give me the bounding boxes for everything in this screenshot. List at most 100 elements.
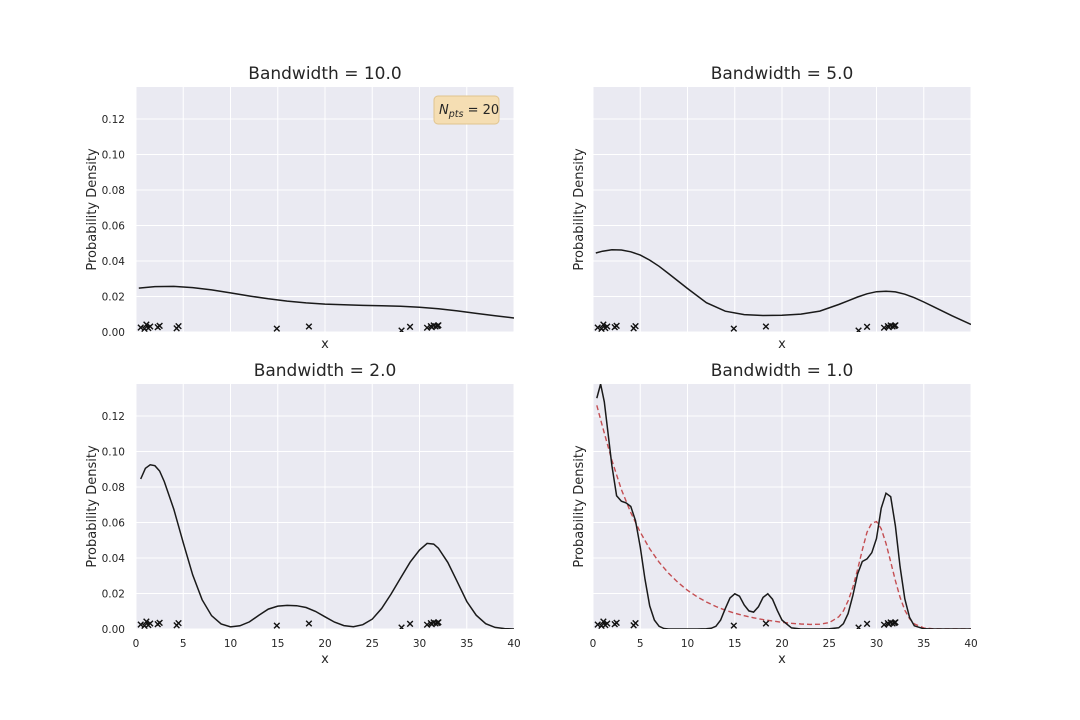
y-tick-label: 0.04 <box>102 553 126 565</box>
sample-marker <box>146 323 154 330</box>
sample-marker <box>435 618 442 626</box>
x-tick-label: 30 <box>870 638 883 650</box>
x-tick-label: 35 <box>917 638 930 650</box>
sample-marker <box>143 321 150 328</box>
sample-marker <box>855 327 862 332</box>
sample-marker <box>600 321 607 328</box>
x-tick-label: 20 <box>318 638 331 650</box>
x-axis-label: x <box>321 337 329 352</box>
kde-line <box>138 285 514 319</box>
sample-marker <box>892 618 899 626</box>
sample-marker <box>143 618 150 625</box>
y-tick-label: 0.10 <box>102 446 125 458</box>
y-axis-label: Probability Density <box>572 148 587 271</box>
kde-line <box>596 384 971 629</box>
y-tick-label: 0.00 <box>102 327 125 339</box>
x-axis-label: x <box>778 652 786 667</box>
y-tick-label: 0.06 <box>102 517 126 529</box>
sample-marker <box>762 620 770 627</box>
x-tick-label: 25 <box>366 638 379 650</box>
x-tick-label: 25 <box>823 638 836 650</box>
kde-line <box>140 464 514 629</box>
y-tick-label: 0.10 <box>102 149 125 161</box>
sample-marker <box>762 323 770 330</box>
sample-marker <box>398 624 405 629</box>
y-tick-label: 0.02 <box>102 291 125 303</box>
y-tick-label: 0.06 <box>102 220 126 232</box>
y-axis-label: Probability Density <box>85 148 100 271</box>
y-axis-label: Probability Density <box>572 445 587 568</box>
sample-marker <box>730 325 738 332</box>
subplot-title: Bandwidth = 5.0 <box>711 64 854 84</box>
x-tick-label: 15 <box>271 638 284 650</box>
sample-marker <box>435 321 442 329</box>
x-tick-label: 20 <box>775 638 788 650</box>
sample-marker <box>398 327 405 332</box>
x-tick-label: 30 <box>413 638 426 650</box>
sample-marker <box>273 622 281 629</box>
x-tick-label: 0 <box>590 638 597 650</box>
subplot-title: Bandwidth = 2.0 <box>254 361 397 381</box>
y-axis-label: Probability Density <box>85 445 100 568</box>
sample-marker <box>137 324 145 331</box>
sample-marker <box>632 619 639 627</box>
sample-marker <box>863 620 871 628</box>
y-tick-label: 0.08 <box>102 482 125 494</box>
annotation-text: Npts = 20 <box>439 103 499 120</box>
x-tick-label: 40 <box>964 638 977 650</box>
sample-marker <box>156 619 163 627</box>
sample-markers <box>594 321 899 332</box>
sample-marker <box>594 621 602 628</box>
sample-marker <box>305 323 313 330</box>
grid <box>592 87 972 333</box>
x-tick-label: 35 <box>460 638 473 650</box>
grid <box>135 384 515 630</box>
sample-marker <box>594 324 602 331</box>
x-tick-label: 0 <box>133 638 140 650</box>
sample-count-annotation: Npts = 20 <box>433 95 500 125</box>
sample-marker <box>730 622 738 629</box>
subplot-1: 0.00 0.02 0.04 0.06 0.08 0.10 0.12 Bandwidth = … <box>85 64 515 352</box>
x-tick-label: 5 <box>637 638 644 650</box>
y-tick-label: 0.12 <box>102 114 125 126</box>
y-tick-label: 0.08 <box>102 185 125 197</box>
sample-marker <box>156 322 163 330</box>
x-axis-label: x <box>321 652 329 667</box>
sample-marker <box>305 620 313 627</box>
sample-marker <box>175 619 182 627</box>
sample-marker <box>273 325 281 332</box>
x-tick-label: 10 <box>681 638 694 650</box>
sample-marker <box>892 321 899 329</box>
sample-markers <box>137 618 442 629</box>
sample-marker <box>855 624 862 629</box>
grid <box>135 87 515 333</box>
subplot-title: Bandwidth = 1.0 <box>711 361 854 381</box>
subplot-3: 0.00 0.02 0.04 0.06 0.08 0.10 0.12 0 5 10 15 20 25 30… <box>85 361 521 667</box>
y-tick-label: 0.00 <box>102 624 125 636</box>
y-tick-label: 0.02 <box>102 588 125 600</box>
x-tick-label: 5 <box>180 638 187 650</box>
subplot-2: Bandwidth = 5.0 x Probability Density <box>572 64 972 352</box>
sample-marker <box>613 322 620 330</box>
sample-markers <box>594 618 899 629</box>
subplot-title: Bandwidth = 10.0 <box>248 64 401 84</box>
sample-marker <box>146 620 154 627</box>
sample-marker <box>863 323 871 331</box>
kde-line <box>595 249 971 326</box>
x-tick-label: 40 <box>507 638 520 650</box>
sample-marker <box>137 621 145 628</box>
subplot-4: 0 5 10 15 20 25 30 35 40 Bandwidth = 1.0 x Probabil… <box>572 361 978 667</box>
sample-marker <box>603 620 611 627</box>
sample-marker <box>632 322 639 330</box>
sample-marker <box>603 323 611 330</box>
x-axis-label: x <box>778 337 786 352</box>
y-tick-label: 0.12 <box>102 411 125 423</box>
x-tick-label: 15 <box>728 638 741 650</box>
sample-marker <box>406 323 414 331</box>
annotation-box <box>433 95 500 125</box>
x-tick-label: 10 <box>224 638 237 650</box>
sample-marker <box>613 619 620 627</box>
sample-marker <box>175 322 182 330</box>
y-tick-label: 0.04 <box>102 256 126 268</box>
